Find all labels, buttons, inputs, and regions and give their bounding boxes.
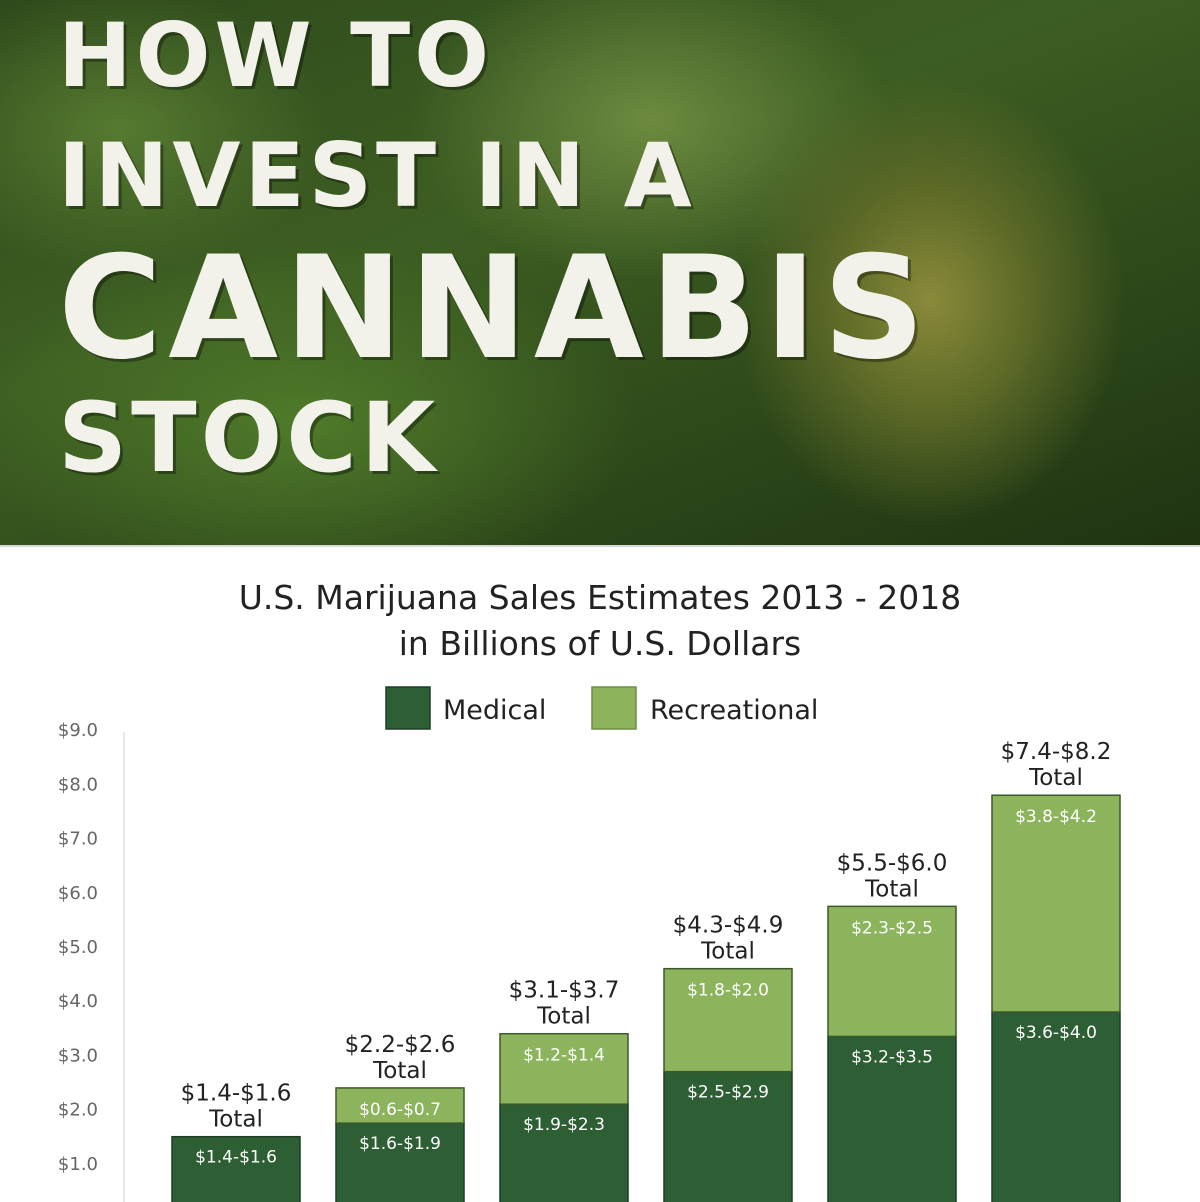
header-banner: HOW TO INVEST IN A CANNABIS STOCK [0,0,1200,545]
bar-total-label: $1.4-$1.6 [181,1081,292,1107]
bar-medical-label: $1.4-$1.6 [195,1148,277,1168]
bar-recreational [335,1087,465,1124]
banner-line-4: STOCK [58,382,440,494]
banner-line-2: INVEST IN A [58,124,696,227]
bar-total-suffix: Total [1028,765,1083,791]
bar-medical [499,1103,629,1202]
bar-medical [991,1011,1121,1202]
bar-total-suffix: Total [700,939,755,965]
bar-medical-label: $3.2-$3.5 [851,1047,933,1067]
y-tick-label: $3.0 [58,1045,98,1066]
chart-panel: U.S. Marijuana Sales Estimates 2013 - 20… [0,545,1200,1202]
bar-recreational-label: $3.8-$4.2 [1015,807,1097,827]
bar-total-label: $5.5-$6.0 [837,850,948,876]
y-tick-label: $8.0 [58,774,98,795]
y-tick-label: $4.0 [58,991,98,1012]
bars: $1.4-$1.6$1.4-$1.6Total$1.6-$1.9$0.6-$0.… [171,739,1121,1202]
bar-recreational-label: $1.2-$1.4 [523,1046,605,1066]
bar-recreational-label: $0.6-$0.7 [359,1100,441,1120]
legend: Medical Recreational [385,686,818,730]
y-tick-label: $9.0 [58,720,98,741]
chart-title: U.S. Marijuana Sales Estimates 2013 - 20… [239,578,962,617]
bar-medical [663,1070,793,1202]
banner-line-3: CANNABIS [58,226,932,391]
y-tick-label: $5.0 [58,937,98,958]
bar-medical [827,1035,957,1202]
chart-subtitle: in Billions of U.S. Dollars [399,624,801,663]
bar-total-label: $3.1-$3.7 [509,978,620,1004]
banner-line-1: HOW TO [58,4,493,107]
legend-swatch-recreational [591,686,637,730]
bar-total-suffix: Total [864,876,919,902]
bar-recreational-label: $2.3-$2.5 [851,918,933,938]
bar-total-label: $4.3-$4.9 [673,913,784,939]
y-tick-label: $1.0 [58,1154,98,1175]
bar-total-suffix: Total [372,1058,427,1084]
bar-total-suffix: Total [536,1004,591,1030]
bar-medical [171,1135,301,1202]
bar-medical [335,1122,465,1202]
bar-recreational-label: $1.8-$2.0 [687,981,769,1001]
y-tick-label: $6.0 [58,883,98,904]
bar-total-label: $7.4-$8.2 [1001,739,1112,765]
legend-swatch-medical [385,686,431,730]
y-tick-label: $7.0 [58,829,98,850]
y-tick-label: $2.0 [58,1100,98,1121]
legend-label-medical: Medical [443,695,546,726]
bar-medical-label: $3.6-$4.0 [1015,1023,1097,1043]
bar-medical-label: $1.6-$1.9 [359,1134,441,1154]
bar-recreational [827,905,957,1038]
bar-recreational [991,794,1121,1013]
banner-title: HOW TO INVEST IN A CANNABIS STOCK [58,4,932,494]
bar-recreational [663,967,793,1073]
bar-medical-label: $2.5-$2.9 [687,1083,769,1103]
bar-total-suffix: Total [208,1107,263,1133]
bar-total-label: $2.2-$2.6 [345,1032,456,1058]
bar-medical-label: $1.9-$2.3 [523,1115,605,1135]
legend-label-recreational: Recreational [650,695,818,726]
y-axis-ticks: $1.0 $2.0 $3.0 $4.0 $5.0 $6.0 $7.0 $8.0 $9.0 [58,720,98,1175]
bar-recreational [499,1032,629,1105]
sales-chart: U.S. Marijuana Sales Estimates 2013 - 20… [58,578,1121,1202]
